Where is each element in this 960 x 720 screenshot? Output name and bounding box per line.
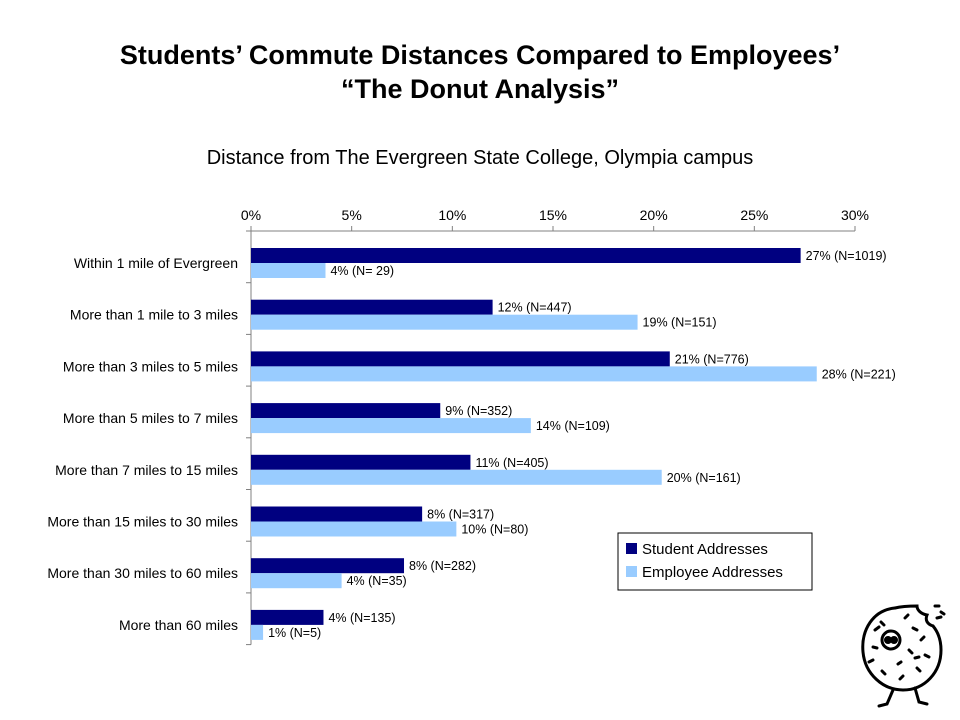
employee-bar [251,418,531,434]
student-data-label: 9% (N=352) [445,404,512,418]
category-label: More than 15 miles to 30 miles [47,514,238,530]
slide-title-line-1: Students’ Commute Distances Compared to … [119,40,841,70]
student-data-label: 8% (N=282) [409,559,476,573]
student-bar [251,403,441,419]
student-bar [251,558,405,574]
employee-bar [251,624,264,640]
category-label: Within 1 mile of Evergreen [74,255,238,271]
student-data-label: 11% (N=405) [475,456,548,470]
employee-bar [251,573,342,589]
x-tick-label: 0% [241,207,261,223]
student-data-label: 27% (N=1019) [806,249,887,263]
legend-box [617,532,813,591]
employee-data-label: 14% (N=109) [536,419,610,433]
employee-data-label: 4% (N= 29) [330,264,394,278]
student-bar [251,609,324,625]
employee-bar [251,521,457,537]
employee-bar [251,314,638,330]
category-label: More than 7 miles to 15 miles [55,462,238,478]
student-data-label: 21% (N=776) [675,352,749,366]
student-bar [251,248,801,263]
category-label: More than 1 mile to 3 miles [70,307,238,323]
x-tick-label: 20% [640,207,668,223]
student-data-label: 8% (N=317) [427,508,494,522]
x-tick-label: 25% [740,207,768,223]
employee-data-label: 28% (N=221) [822,367,896,381]
x-tick-label: 15% [539,207,567,223]
employee-data-label: 4% (N=35) [347,574,407,588]
category-label: More than 3 miles to 5 miles [63,358,238,374]
employee-data-label: 19% (N=151) [643,316,717,330]
student-legend-swatch [626,543,637,554]
slide-title: Students’ Commute Distances Compared to … [0,38,960,106]
student-data-label: 4% (N=135) [328,611,395,625]
student-bar [251,351,670,367]
employee-bar [251,263,326,278]
x-tick-label: 5% [342,207,362,223]
x-tick-label: 30% [841,207,869,223]
student-legend-label: Student Addresses [642,541,768,558]
student-bar [251,454,471,470]
employee-data-label: 1% (N=5) [268,626,321,640]
employee-data-label: 10% (N=80) [461,523,528,537]
employee-bar [251,366,817,382]
student-bar [251,299,493,315]
x-tick-label: 10% [438,207,466,223]
employee-legend-label: Employee Addresses [642,564,783,581]
student-bar [251,506,423,522]
employee-bar [251,469,662,485]
category-label: More than 60 miles [119,617,238,633]
employee-data-label: 20% (N=161) [667,471,741,485]
category-label: More than 5 miles to 7 miles [63,410,238,426]
student-data-label: 12% (N=447) [498,301,572,315]
slide-title-line-2: “The Donut Analysis” [340,74,620,104]
donut-mascot-icon [861,604,946,708]
category-label: More than 30 miles to 60 miles [47,565,238,581]
employee-legend-swatch [626,566,637,577]
chart-title: Distance from The Evergreen State Colleg… [207,147,754,169]
